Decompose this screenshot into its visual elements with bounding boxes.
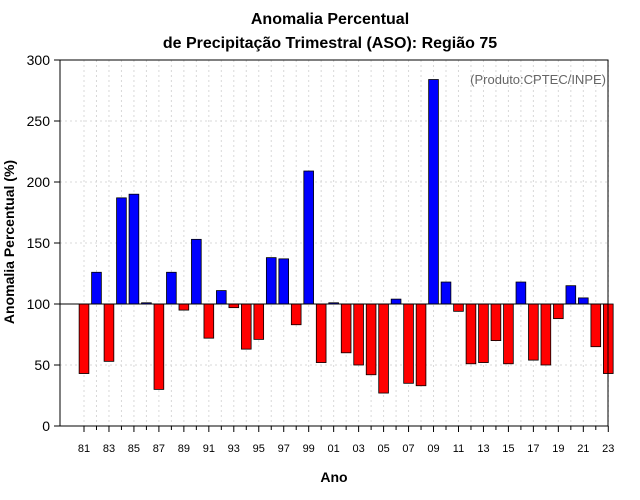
bar-21: [578, 297, 589, 305]
y-tick-label: 300: [27, 52, 51, 68]
bar-00: [315, 303, 327, 363]
bar-84: [116, 197, 127, 305]
chart-title-line2: de Precipitação Trimestral (ASO): Região…: [163, 35, 497, 52]
x-tick-label: 09: [427, 443, 439, 455]
y-tick-label: 50: [34, 357, 50, 373]
bar-02: [340, 303, 352, 354]
bar-99: [303, 170, 314, 305]
bar-16: [515, 281, 527, 305]
bar-14: [490, 303, 502, 341]
chart-title-line1: Anomalia Percentual: [251, 11, 409, 28]
x-tick-label: 95: [253, 443, 265, 455]
y-tick-label: 100: [27, 296, 51, 312]
x-tick-label: 83: [103, 443, 115, 455]
bar-94: [241, 303, 252, 350]
bar-22: [590, 303, 602, 348]
bar-81: [78, 303, 90, 374]
bar-10: [440, 281, 452, 305]
x-tick-label: 19: [552, 443, 564, 455]
x-tick-label: 81: [78, 443, 90, 455]
x-tick-label: 17: [527, 443, 539, 455]
bar-88: [166, 271, 177, 305]
x-tick-label: 97: [278, 443, 290, 455]
x-tick-label: 21: [577, 443, 589, 455]
product-annotation: (Produto:CPTEC/INPE): [470, 72, 606, 87]
bar-83: [103, 303, 115, 362]
x-tick-label: 87: [153, 443, 165, 455]
bar-13: [478, 303, 489, 363]
bar-09: [428, 79, 439, 305]
x-tick-label: 91: [203, 443, 215, 455]
bar-95: [253, 303, 265, 340]
x-tick-label: 15: [502, 443, 514, 455]
y-tick-label: 150: [27, 235, 51, 251]
bar-12: [465, 303, 477, 365]
x-tick-label: 89: [178, 443, 190, 455]
bar-04: [365, 303, 377, 376]
x-tick-label: 11: [453, 443, 464, 455]
bar-85: [128, 193, 140, 305]
bar-17: [528, 303, 539, 361]
bar-92: [216, 290, 227, 305]
bar-87: [153, 303, 165, 390]
bar-03: [353, 303, 364, 366]
bar-98: [290, 303, 302, 326]
y-tick-label: 0: [42, 418, 50, 434]
x-tick-label: 23: [602, 443, 614, 455]
y-tick-label: 250: [27, 113, 51, 129]
y-axis-label: Anomalia Percentual (%): [1, 160, 17, 324]
x-tick-label: 93: [228, 443, 240, 455]
bar-11: [453, 303, 464, 312]
bar-07: [403, 303, 414, 384]
x-tick-label: 01: [328, 443, 340, 455]
x-tick-label: 03: [352, 443, 364, 455]
grid: [60, 59, 609, 426]
x-tick-label: 05: [377, 443, 389, 455]
bar-20: [565, 285, 577, 305]
x-tick-label: 99: [303, 443, 315, 455]
x-tick-label: 13: [477, 443, 489, 455]
bar-91: [203, 303, 215, 339]
bar-82: [91, 271, 102, 305]
bar-97: [278, 258, 289, 305]
bar-08: [415, 303, 427, 387]
bar-15: [503, 303, 514, 365]
bar-05: [378, 303, 389, 394]
bar-06: [390, 298, 402, 305]
bar-19: [553, 303, 564, 320]
x-tick-label: 07: [402, 443, 414, 455]
y-axis: 0 50 100 150 200 250 300: [27, 52, 60, 434]
bar-89: [178, 303, 190, 311]
bar-18: [540, 303, 552, 366]
bar-96: [265, 257, 277, 305]
bar-90: [191, 238, 202, 305]
x-axis-label: Ano: [320, 469, 347, 485]
x-axis: 81 83 85 87 89 91 93 95 97 99 01 03 05 07 09 11 13 15 17 19…: [78, 426, 614, 455]
y-tick-label: 200: [27, 174, 51, 190]
bar-93: [228, 303, 240, 309]
x-tick-label: 85: [128, 443, 140, 455]
